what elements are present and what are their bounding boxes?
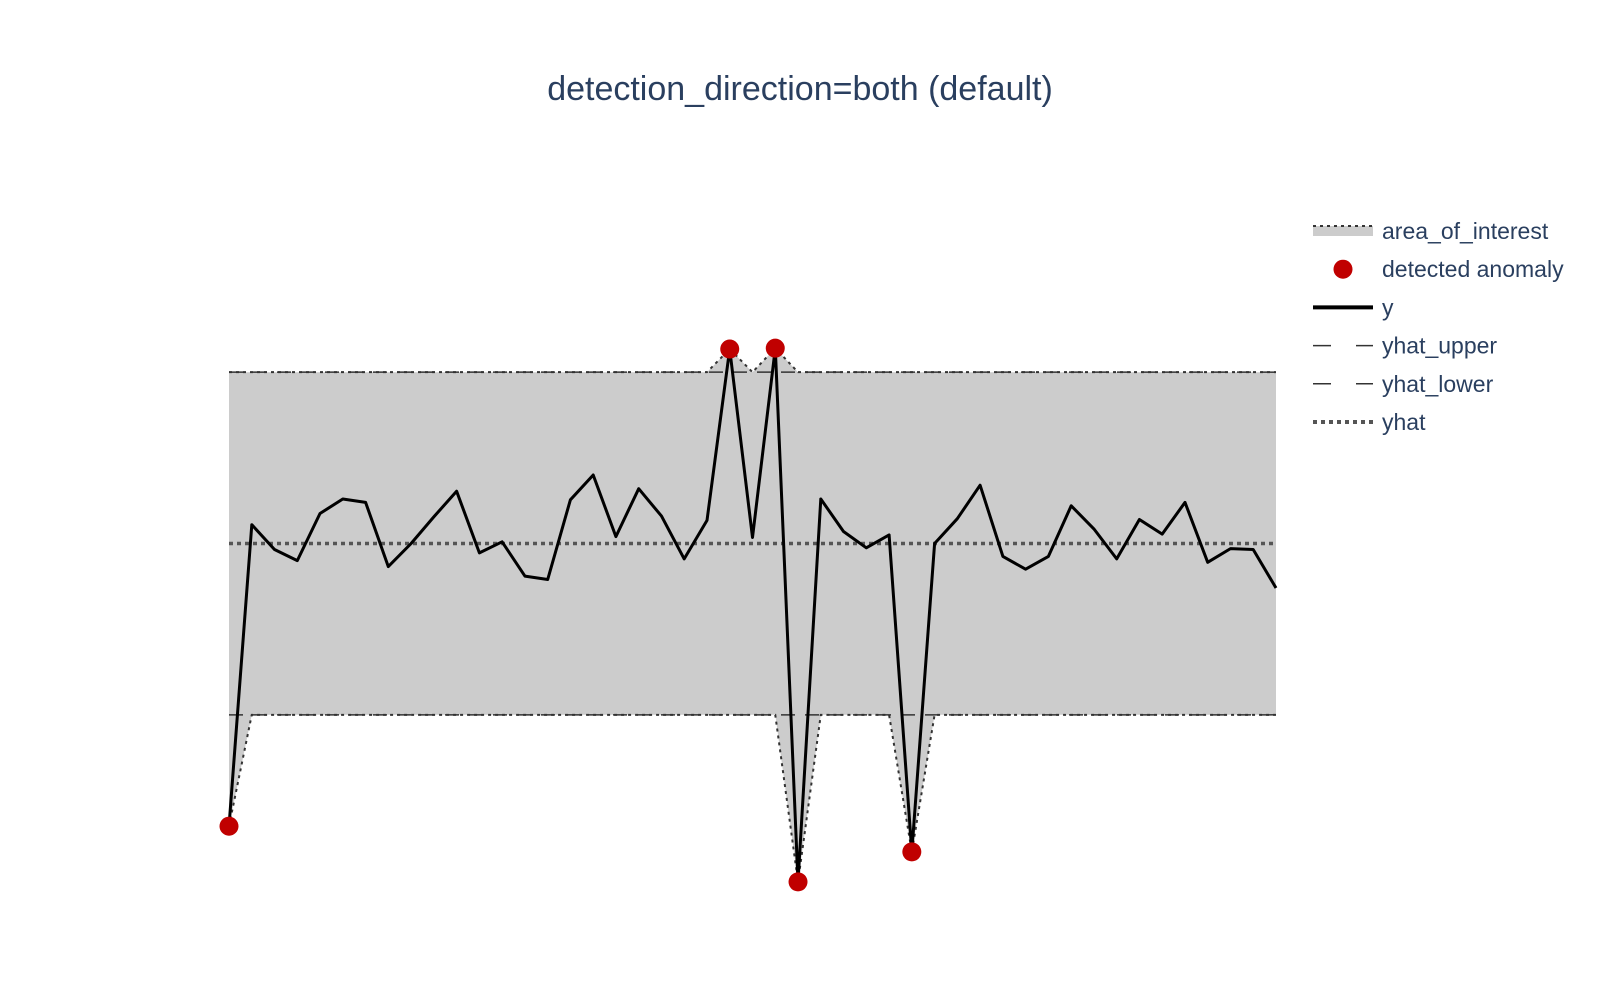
anomaly-point — [219, 816, 239, 836]
legend-area-swatch — [1313, 226, 1373, 236]
legend-item: yhat_lower — [1313, 371, 1494, 397]
area-of-interest-fill — [229, 348, 1276, 882]
anomaly-point — [765, 338, 785, 358]
anomaly-point — [720, 339, 740, 359]
area-of-interest-upper-edge — [229, 346, 1276, 374]
legend-label: area_of_interest — [1382, 218, 1549, 244]
legend-label: y — [1382, 294, 1394, 320]
legend-label: yhat_upper — [1382, 333, 1497, 359]
legend-item: detected anomaly — [1333, 256, 1564, 282]
plot-area — [219, 338, 1278, 892]
legend-label: yhat_lower — [1382, 371, 1494, 397]
legend-item: yhat — [1313, 409, 1426, 435]
legend-anomaly-marker — [1333, 259, 1353, 279]
legend-label: detected anomaly — [1382, 256, 1564, 282]
legend-item: y — [1313, 294, 1394, 320]
area-of-interest-lower-edge — [228, 713, 1276, 883]
y-series-line — [227, 346, 1278, 884]
legend-item: yhat_upper — [1313, 333, 1497, 359]
legend-item: area_of_interest — [1313, 218, 1549, 244]
anomaly-point — [788, 872, 808, 892]
legend-label: yhat — [1382, 409, 1426, 435]
chart-title: detection_direction=both (default) — [547, 70, 1053, 108]
anomaly-point — [902, 842, 922, 862]
legend: area_of_interest detected anomaly y yhat_up… — [1313, 218, 1564, 435]
